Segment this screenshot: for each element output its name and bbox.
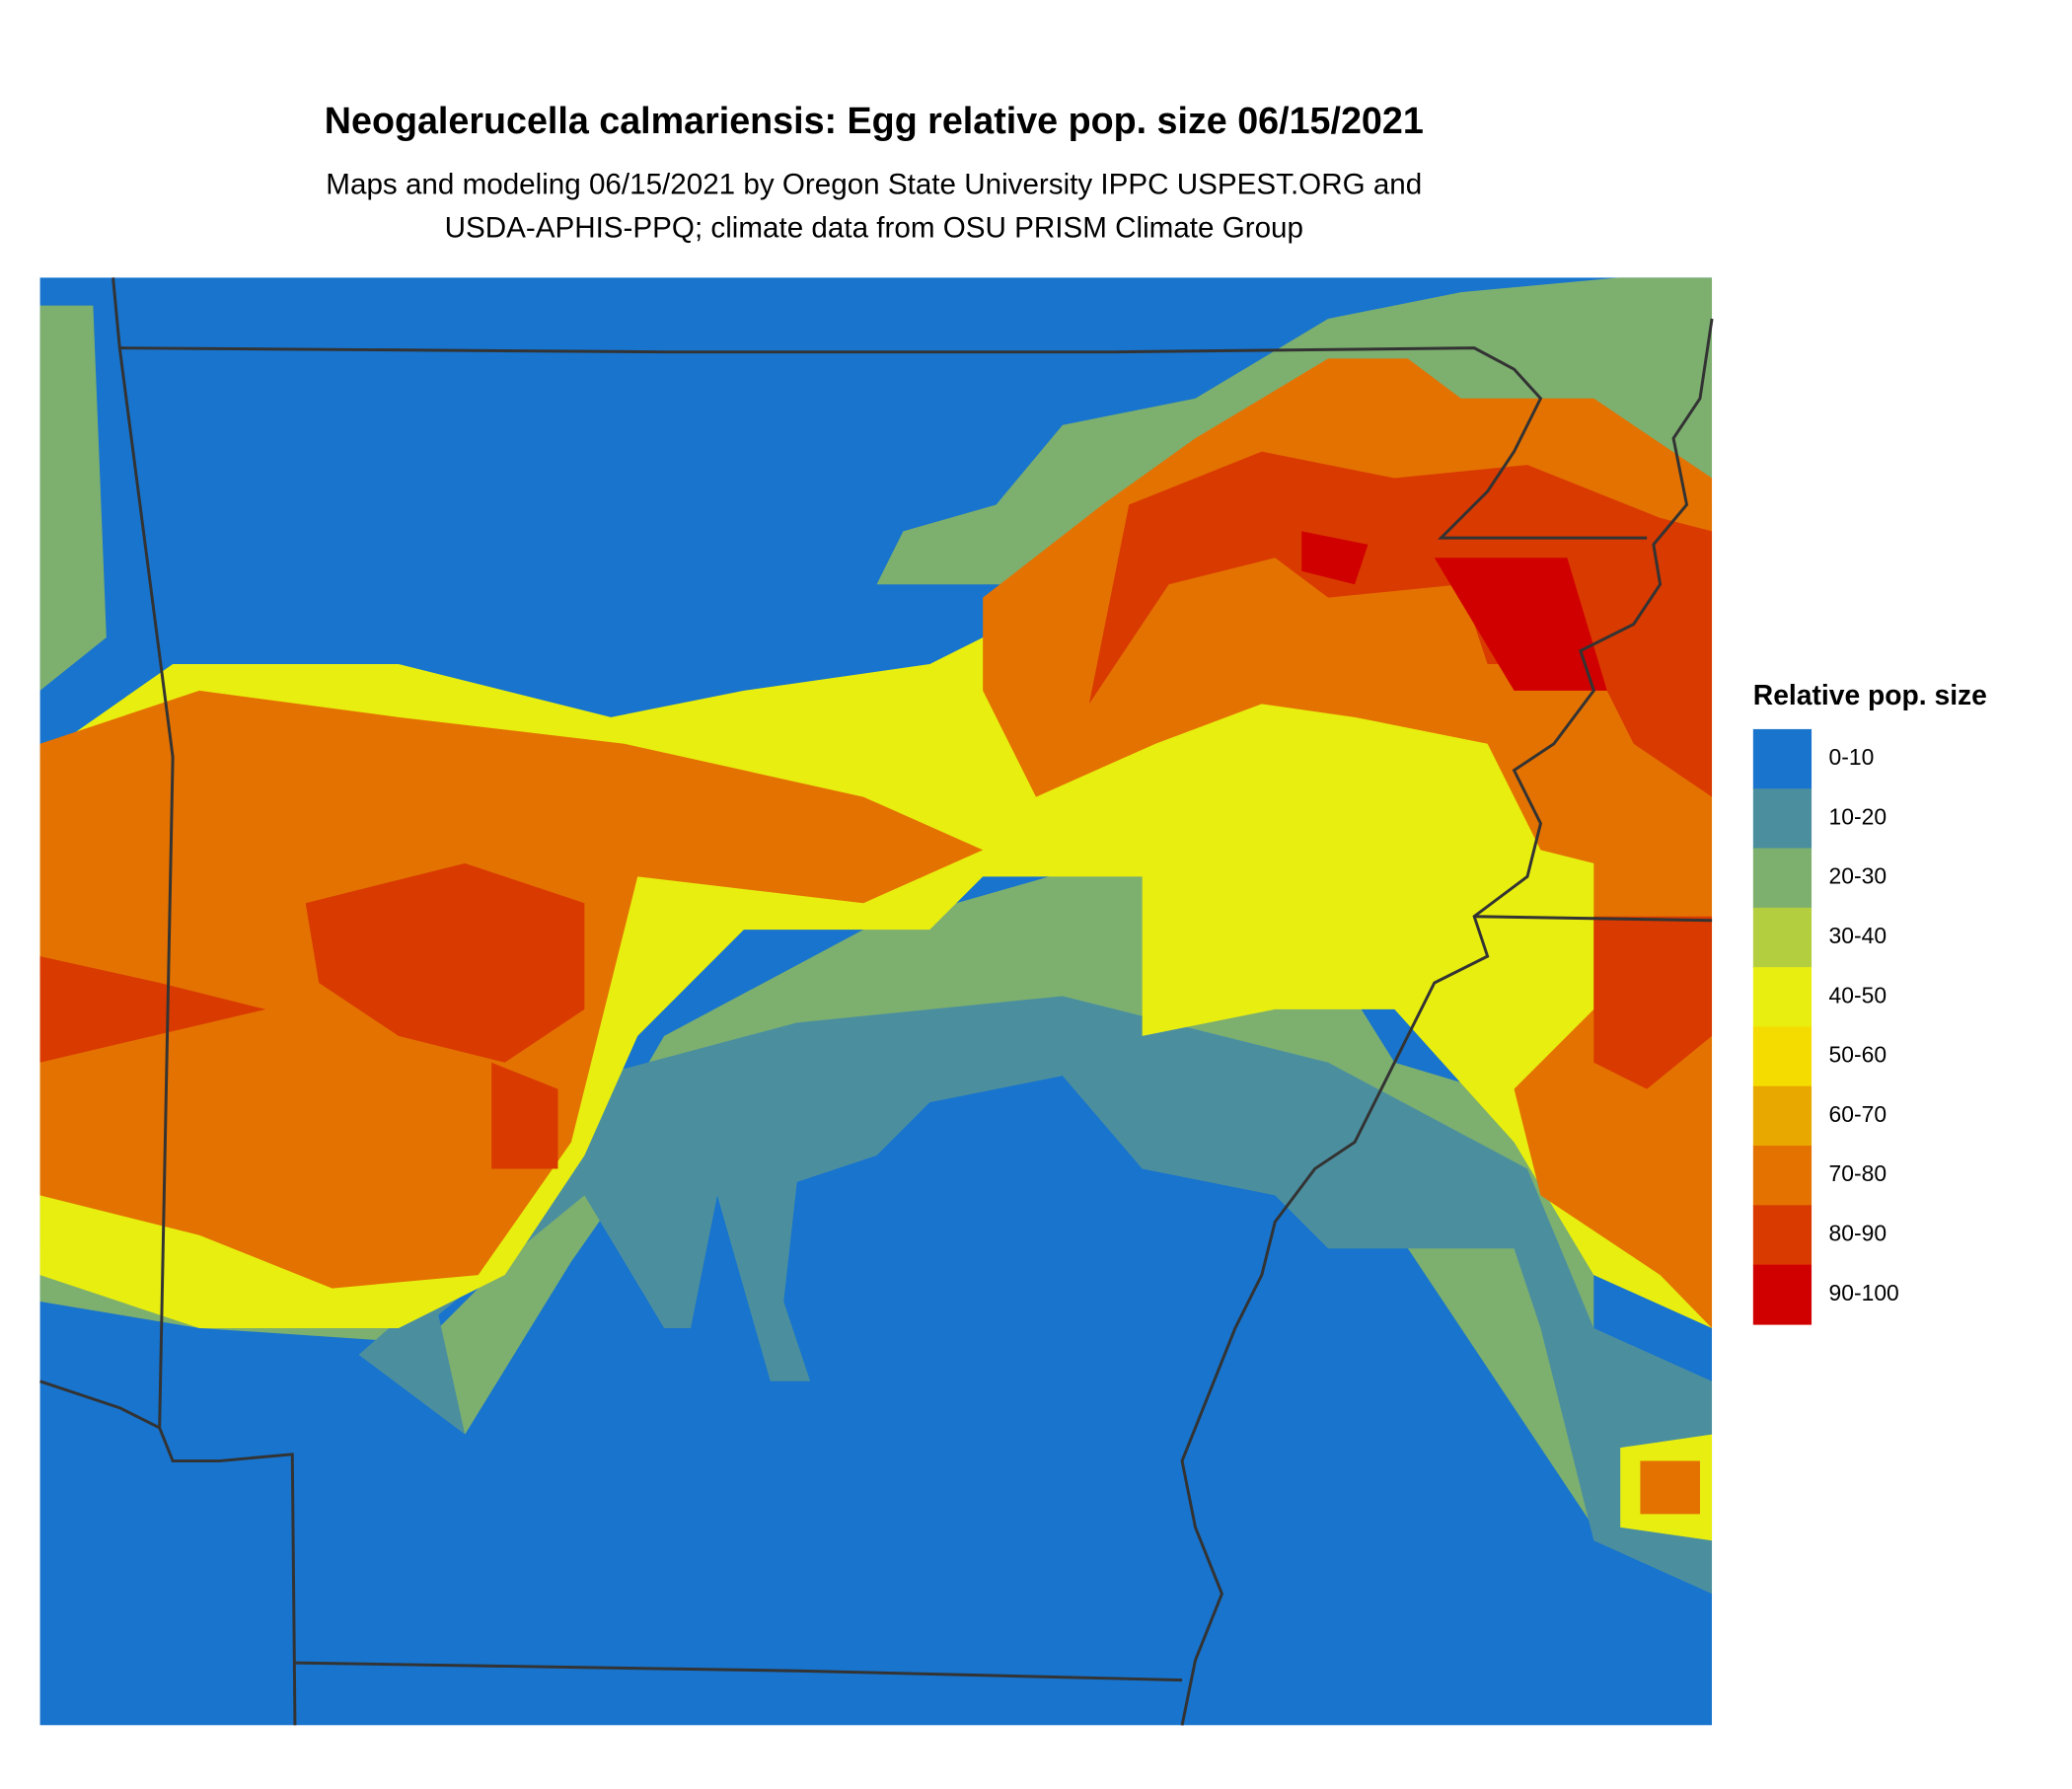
map-subtitle: USDA-APHIS-PPQ; climate data from OSU PR…: [445, 212, 1303, 245]
map-subtitle: Maps and modeling 06/15/2021 by Oregon S…: [326, 168, 1422, 200]
legend-swatch: [1752, 848, 1813, 909]
state-border: [1474, 915, 1713, 923]
state-border: [1180, 318, 1714, 1726]
raster-zone: [1301, 531, 1369, 585]
legend-swatch: [1752, 1026, 1813, 1087]
raster-zone: [39, 956, 266, 1063]
legend-label: 40-50: [1829, 982, 1887, 1007]
state-border: [119, 346, 1648, 540]
state-border: [294, 1661, 1183, 1682]
legend-title: Relative pop. size: [1753, 679, 1987, 710]
raster-zone: [491, 1062, 558, 1169]
boundaries: [39, 277, 1714, 1726]
raster-zone: [358, 996, 1713, 1595]
legend-swatch: [1752, 788, 1813, 850]
legend-swatch: [1752, 1205, 1813, 1266]
legend-label: 50-60: [1829, 1042, 1887, 1068]
legend-label: 20-30: [1829, 863, 1887, 889]
legend-swatch: [1752, 967, 1813, 1028]
legend-swatch: [1752, 907, 1813, 968]
raster-zone: [1593, 916, 1713, 1089]
legend: 0-10 10-20 20-30 30-40 40-50 50-60 60-70 70-80 8…: [1752, 728, 1899, 1325]
raster-zone: [1434, 558, 1607, 691]
map-title: Neogalerucella calmariensis: Egg relativ…: [325, 100, 1424, 141]
raster-zone: [39, 305, 107, 691]
state-border: [39, 1379, 161, 1430]
legend-label: 0-10: [1829, 744, 1875, 770]
legend-label: 80-90: [1829, 1221, 1887, 1246]
legend-label: 70-80: [1829, 1160, 1887, 1186]
legend-label: 90-100: [1829, 1280, 1899, 1305]
raster-zone: [1640, 1460, 1700, 1515]
legend-label: 30-40: [1829, 923, 1887, 948]
legend-swatch: [1752, 728, 1813, 789]
raster-zone: [305, 862, 585, 1063]
legend-label: 60-70: [1829, 1101, 1887, 1127]
legend-swatch: [1752, 1264, 1813, 1325]
legend-label: 10-20: [1829, 803, 1887, 829]
state-border: [111, 277, 297, 1726]
raster: [39, 277, 1713, 1726]
legend-swatch: [1752, 1085, 1813, 1147]
legend-swatch: [1752, 1146, 1813, 1206]
